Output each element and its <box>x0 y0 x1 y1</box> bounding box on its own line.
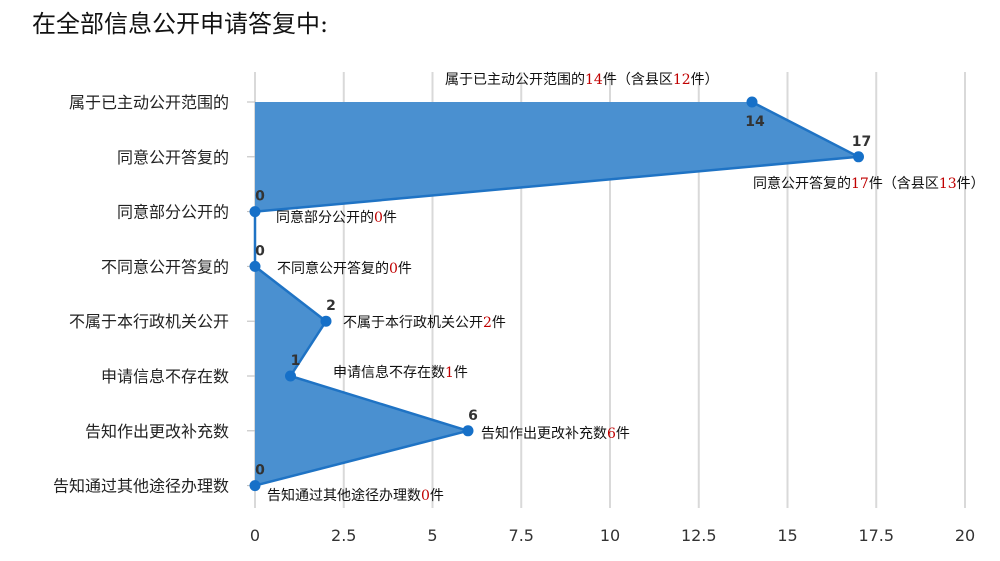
category-label: 不属于本行政机关公开 <box>69 312 229 331</box>
annotation-number: 12 <box>673 72 691 88</box>
annotation-label: 同意公开答复的17件（含县区13件） <box>753 175 985 192</box>
annotation-label: 告知通过其他途径办理数0件 <box>267 487 444 504</box>
x-tick-label: 15 <box>777 526 797 545</box>
x-tick-label: 2.5 <box>331 526 356 545</box>
annotation-text: 件 <box>616 426 630 442</box>
annotation-label: 不属于本行政机关公开2件 <box>343 315 506 331</box>
annotation-text: 件） <box>957 176 985 192</box>
annotation-number: 14 <box>585 72 603 88</box>
data-point <box>853 151 864 163</box>
data-point <box>746 96 758 108</box>
annotation-label: 属于已主动公开范围的14件（含县区12件） <box>445 71 719 88</box>
annotation-text: 件） <box>691 72 719 88</box>
annotation-text: 属于已主动公开范围的 <box>445 71 585 88</box>
category-label: 属于已主动公开范围的 <box>69 93 229 112</box>
chart-title: 在全部信息公开申请答复中: <box>32 10 329 38</box>
value-label: 6 <box>468 408 478 424</box>
x-tick-labels: 0 2.5 5 7.5 10 12.5 15 17.5 20 <box>250 526 975 545</box>
annotation-text: 件（含县区 <box>869 176 939 192</box>
annotation-labels: 属于已主动公开范围的14件（含县区12件）同意公开答复的17件（含县区13件）同… <box>267 71 985 504</box>
data-point <box>462 425 474 437</box>
value-label: 14 <box>745 114 765 130</box>
annotation-number: 0 <box>389 261 398 277</box>
value-label: 1 <box>291 353 301 369</box>
annotation-text: 同意部分公开的 <box>276 209 374 226</box>
annotation-text: 件 <box>383 210 397 226</box>
x-tick-label: 20 <box>955 526 975 545</box>
data-point <box>249 480 261 492</box>
category-label: 告知通过其他途径办理数 <box>53 477 229 496</box>
annotation-label: 同意部分公开的0件 <box>276 209 397 226</box>
value-label: 0 <box>255 243 265 259</box>
annotation-text: 申请信息不存在数 <box>333 364 445 381</box>
annotation-text: 件 <box>398 261 412 277</box>
series-line <box>253 100 860 487</box>
data-points <box>249 96 864 492</box>
category-label: 不同意公开答复的 <box>101 257 229 276</box>
value-label: 17 <box>852 134 871 150</box>
category-label: 申请信息不存在数 <box>101 367 229 386</box>
x-tick-label: 0 <box>250 526 260 545</box>
category-label: 同意公开答复的 <box>117 148 229 167</box>
category-labels: 属于已主动公开范围的同意公开答复的同意部分公开的不同意公开答复的不属于本行政机关… <box>53 93 229 496</box>
annotation-text: 件 <box>454 365 468 381</box>
x-tick-label: 17.5 <box>858 526 894 545</box>
annotation-number: 2 <box>483 315 492 331</box>
annotation-text: 不属于本行政机关公开 <box>343 315 483 331</box>
annotation-text: 不同意公开答复的 <box>277 260 389 277</box>
annotation-label: 申请信息不存在数1件 <box>333 364 468 381</box>
annotation-text: 件 <box>430 488 444 504</box>
data-point <box>285 370 296 382</box>
annotation-number: 6 <box>607 426 616 442</box>
annotation-label: 不同意公开答复的0件 <box>277 260 412 277</box>
annotation-text: 同意公开答复的 <box>753 175 851 192</box>
x-tick-label: 7.5 <box>509 526 534 545</box>
value-label: 0 <box>255 189 265 205</box>
value-label: 0 <box>255 463 265 479</box>
annotation-number: 13 <box>939 176 957 192</box>
data-point <box>320 315 332 327</box>
category-label: 同意部分公开的 <box>117 203 229 222</box>
annotation-number: 0 <box>421 488 430 504</box>
annotation-number: 1 <box>445 365 454 381</box>
data-point <box>249 206 261 218</box>
annotation-text: 件 <box>492 315 506 331</box>
annotation-number: 17 <box>851 176 869 192</box>
data-point <box>249 260 261 272</box>
x-tick-label: 12.5 <box>681 526 717 545</box>
annotation-text: 告知通过其他途径办理数 <box>267 487 421 504</box>
value-labels: 14 17 0 0 2 1 6 0 <box>255 114 871 479</box>
x-tick-label: 5 <box>427 526 437 545</box>
value-label: 2 <box>326 298 336 314</box>
category-label: 告知作出更改补充数 <box>85 422 229 441</box>
annotation-text: 件（含县区 <box>603 72 673 88</box>
annotation-number: 0 <box>374 210 383 226</box>
annotation-label: 告知作出更改补充数6件 <box>481 425 630 442</box>
annotation-text: 告知作出更改补充数 <box>481 425 607 442</box>
x-tick-label: 10 <box>600 526 620 545</box>
area-series <box>253 100 860 487</box>
